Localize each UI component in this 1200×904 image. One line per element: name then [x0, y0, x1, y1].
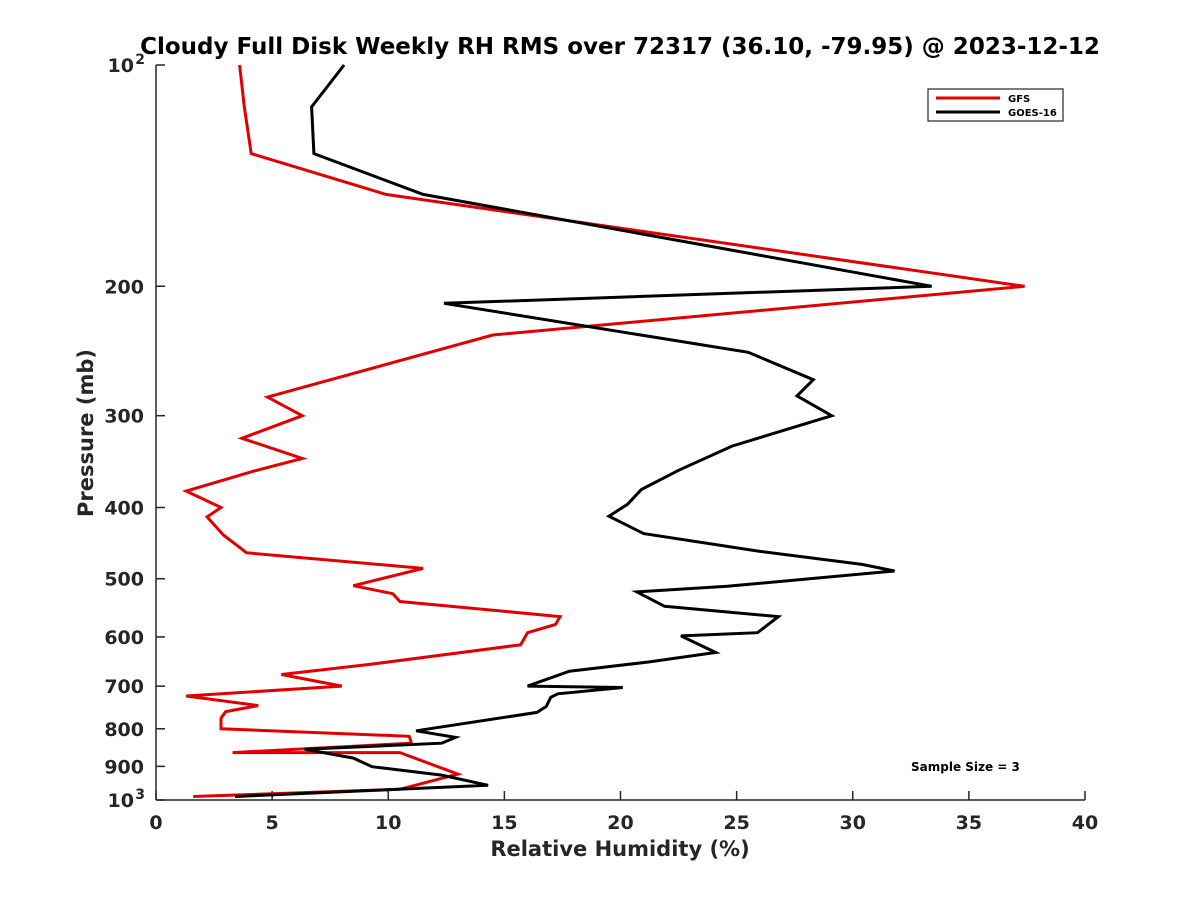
x-axis-ticks: 0 5 10 15 20 25 30 35 40: [149, 791, 1098, 834]
x-axis-label: Relative Humidity (%): [490, 837, 749, 861]
x-tick-label: 25: [723, 812, 749, 834]
x-tick-label: 0: [149, 812, 162, 834]
x-tick-label: 35: [956, 812, 982, 834]
y-tick-label: 600: [104, 627, 144, 649]
x-tick-label: 5: [266, 812, 279, 834]
x-tick-label: 20: [607, 812, 633, 834]
y-tick-label: 200: [104, 276, 144, 298]
x-tick-label: 40: [1072, 812, 1098, 834]
series-line-gfs: [181, 64, 1025, 798]
y-tick-label: 700: [104, 676, 144, 698]
series-lines: [181, 64, 1025, 798]
legend-label-goes-16: GOES-16: [1008, 108, 1057, 119]
y-tick-label: 400: [104, 498, 144, 520]
legend-box: [927, 88, 1064, 122]
legend-label-gfs: GFS: [1008, 94, 1030, 105]
series-line-goes-16: [234, 64, 932, 798]
y-tick-label: 10: [108, 790, 134, 812]
y-tick-label-exponent: 2: [135, 52, 145, 68]
x-tick-label: 10: [375, 812, 401, 834]
y-axis-label: Pressure (mb): [74, 349, 98, 517]
chart-title: Cloudy Full Disk Weekly RH RMS over 7231…: [140, 34, 1100, 60]
y-tick-label: 300: [104, 406, 144, 428]
legend: GFS GOES-16: [927, 88, 1064, 122]
y-tick-label: 500: [104, 569, 144, 591]
y-tick-label-exponent: 3: [135, 787, 145, 803]
y-tick-label: 900: [104, 756, 144, 778]
x-tick-label: 15: [491, 812, 517, 834]
y-tick-label: 10: [108, 55, 134, 77]
y-tick-label: 800: [104, 719, 144, 741]
x-tick-label: 30: [840, 812, 866, 834]
sample-size-annotation: Sample Size = 3: [911, 760, 1020, 774]
